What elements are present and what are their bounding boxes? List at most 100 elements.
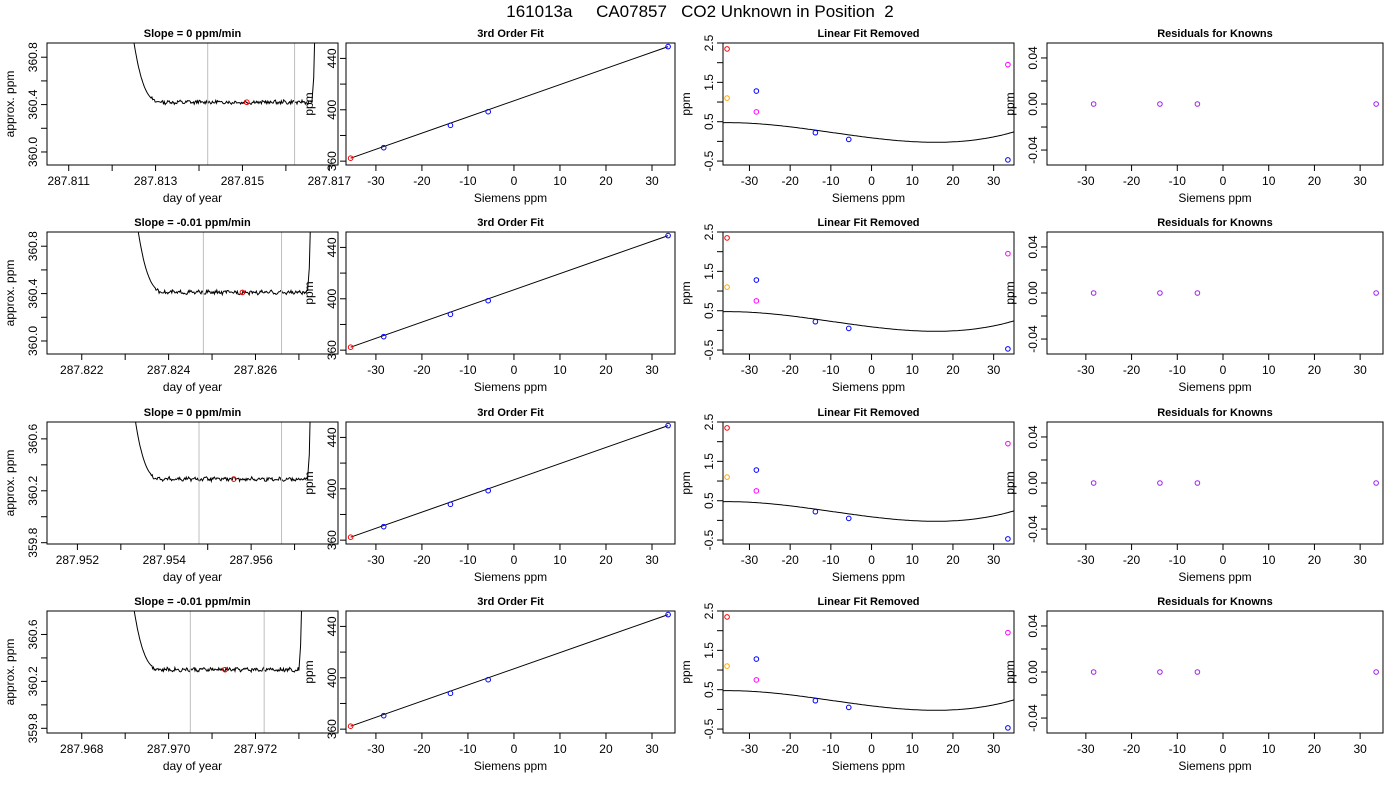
- y-tick-label: -0.04: [1026, 325, 1040, 353]
- x-tick-label: -30: [741, 553, 759, 567]
- panel-title: 3rd Order Fit: [477, 28, 544, 40]
- x-tick-label: 30: [987, 742, 1001, 756]
- y-tick-label: -0.04: [1026, 515, 1040, 543]
- data-point: [380, 523, 387, 530]
- x-tick-label: -30: [1077, 174, 1095, 188]
- data-point: [1005, 61, 1011, 68]
- data-point: [753, 277, 760, 283]
- data-point: [724, 474, 730, 480]
- series-trace: [137, 232, 311, 297]
- data-point: [1157, 480, 1163, 486]
- x-axis-label: day of year: [163, 380, 222, 394]
- panel-r2-c1: Slope = -0.01 ppm/min 287.822 287.824 287.8…: [3, 217, 339, 394]
- data-point: [724, 95, 730, 101]
- x-tick-label: 10: [1262, 363, 1276, 377]
- x-tick-label: 287.954: [143, 553, 187, 567]
- plot-frame: [722, 42, 1015, 166]
- data-point: [1194, 669, 1201, 675]
- y-tick-label: 360.8: [26, 231, 40, 261]
- data-point: [1373, 669, 1379, 675]
- data-point: [1005, 440, 1011, 447]
- x-tick-label: 20: [1308, 742, 1322, 756]
- panel-r4-c4: Residuals for Knowns -30 -20 -10 0 10 20 30 -0.0…: [1003, 596, 1384, 773]
- y-tick-label: 1.5: [702, 74, 716, 91]
- x-tick-label: -20: [781, 363, 799, 377]
- y-axis-label: ppm: [679, 92, 693, 115]
- y-tick-label: 0.5: [702, 113, 716, 130]
- fit-curve: [723, 122, 1014, 143]
- x-tick-label: 10: [906, 174, 920, 188]
- fit-line: [350, 235, 669, 348]
- y-axis-label: ppm: [302, 471, 316, 494]
- y-tick-label: 400: [325, 667, 339, 687]
- data-point: [1090, 480, 1097, 486]
- x-tick-label: 287.952: [56, 553, 100, 567]
- plot-area: [347, 611, 671, 729]
- y-axis-label: approx. ppm: [3, 71, 17, 138]
- x-tick-label: 0: [511, 363, 518, 377]
- x-tick-label: -30: [741, 174, 759, 188]
- x-tick-label: 30: [645, 742, 659, 756]
- y-tick-label: -0.5: [702, 339, 716, 360]
- plot-frame: [722, 610, 1015, 734]
- x-tick-label: -30: [741, 363, 759, 377]
- y-tick-label: 1.5: [702, 263, 716, 280]
- x-tick-label: 0: [511, 553, 518, 567]
- data-point: [753, 109, 760, 115]
- y-tick-label: -0.5: [702, 718, 716, 739]
- plot-area: [133, 611, 302, 733]
- y-axis-label: ppm: [302, 281, 316, 304]
- x-tick-label: 0: [1220, 174, 1227, 188]
- y-tick-label: 440: [325, 616, 339, 636]
- panel-r3-c3: Linear Fit Removed -30 -20 -10 0 10 20 30 -0.5 0.…: [679, 407, 1015, 584]
- data-point: [1005, 157, 1011, 163]
- data-point: [485, 108, 491, 115]
- data-point: [753, 88, 760, 94]
- data-point: [1090, 101, 1097, 107]
- data-point: [665, 422, 671, 429]
- mean-point: [230, 476, 237, 482]
- y-tick-label: 360: [325, 719, 339, 739]
- data-point: [724, 425, 730, 431]
- plot-frame: [1046, 42, 1384, 166]
- panel-r4-c2: 3rd Order Fit -30 -20 -10 0 10 20 30 360 400 440 Si…: [302, 596, 676, 773]
- fit-line: [350, 425, 669, 538]
- panel-title: Residuals for Knowns: [1157, 28, 1273, 40]
- data-point: [845, 704, 852, 711]
- x-tick-label: 287.968: [60, 742, 104, 756]
- x-tick-label: 20: [1308, 553, 1322, 567]
- y-axis-label: ppm: [679, 660, 693, 683]
- y-axis-label: ppm: [679, 471, 693, 494]
- y-tick-label: 0.04: [1026, 425, 1040, 449]
- panel-r4-c3: Linear Fit Removed -30 -20 -10 0 10 20 30 -0.5 0.…: [679, 596, 1015, 773]
- y-axis-label: ppm: [302, 92, 316, 115]
- panel-r1-c4: Residuals for Knowns -30 -20 -10 0 10 20 30 -0.0…: [1003, 28, 1384, 205]
- data-point: [1090, 669, 1097, 675]
- x-tick-label: 10: [553, 742, 567, 756]
- x-tick-label: 10: [906, 553, 920, 567]
- data-point: [845, 136, 852, 143]
- x-axis-label: day of year: [163, 191, 222, 205]
- plot-area: [723, 46, 1014, 163]
- data-point: [1005, 250, 1011, 257]
- data-point: [1005, 629, 1011, 636]
- panel-title: Residuals for Knowns: [1157, 596, 1273, 608]
- plot-frame: [722, 231, 1015, 355]
- x-tick-label: 0: [511, 174, 518, 188]
- series-trace: [133, 43, 316, 106]
- panel-title: Residuals for Knowns: [1157, 407, 1273, 419]
- y-tick-label: -0.5: [702, 150, 716, 171]
- x-tick-label: -20: [781, 174, 799, 188]
- x-axis-label: Siemens ppm: [1178, 191, 1251, 205]
- y-tick-label: 2.5: [702, 223, 716, 240]
- plot-area: [723, 235, 1014, 352]
- panel-title: 3rd Order Fit: [477, 217, 544, 229]
- data-point: [1194, 480, 1201, 486]
- data-point: [447, 122, 454, 129]
- data-point: [753, 656, 760, 662]
- x-tick-label: 0: [1220, 742, 1227, 756]
- panel-title: Slope = 0 ppm/min: [144, 28, 242, 40]
- x-axis-label: Siemens ppm: [832, 570, 905, 584]
- x-tick-label: -30: [367, 742, 385, 756]
- y-tick-label: 0.5: [702, 492, 716, 509]
